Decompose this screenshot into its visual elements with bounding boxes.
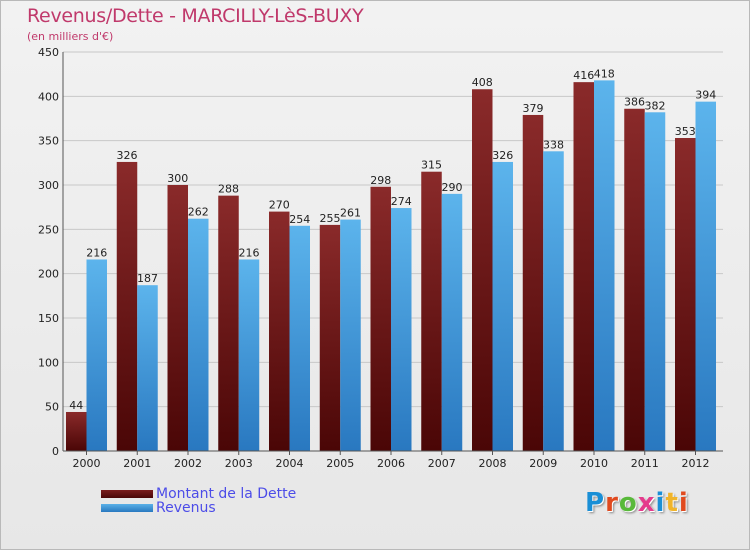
- y-tick-label: 50: [45, 401, 59, 414]
- data-label: 254: [289, 213, 310, 226]
- data-label: 353: [675, 125, 696, 138]
- bar-dette: [624, 108, 645, 451]
- logo-letter: i: [655, 488, 666, 518]
- bar-revenus: [492, 161, 513, 452]
- data-label: 379: [523, 102, 544, 115]
- x-tick-label: 2006: [377, 457, 405, 470]
- data-label: 298: [370, 174, 391, 187]
- bar-dette: [319, 224, 341, 451]
- y-tick-label: 400: [38, 90, 59, 103]
- logo-letter: r: [605, 488, 619, 518]
- bar-dette: [472, 89, 493, 452]
- bar-revenus: [695, 101, 716, 452]
- data-label: 326: [117, 149, 138, 162]
- axes: 0 50 100 150 200 250 300 350 400 450 2000 2001 2002 2…: [38, 46, 723, 470]
- logo-letter: P: [585, 488, 606, 518]
- x-tick-label: 2001: [123, 457, 151, 470]
- bar-dette: [573, 82, 594, 451]
- data-label: 288: [218, 183, 239, 196]
- x-tick-label: 2000: [73, 457, 101, 470]
- chart-title: Revenus/Dette - MARCILLY-LèS-BUXY: [27, 5, 364, 27]
- legend-label-dette: Montant de la Dette: [156, 486, 297, 502]
- bar-dette: [116, 161, 138, 452]
- bar-revenus: [238, 259, 260, 451]
- data-label: 216: [239, 246, 260, 259]
- bar-revenus: [289, 225, 310, 451]
- data-label: 290: [442, 181, 463, 194]
- y-tick-label: 150: [38, 312, 59, 325]
- x-tick-label: 2012: [682, 457, 710, 470]
- y-tick-label: 350: [38, 135, 59, 148]
- x-tick-label: 2008: [479, 457, 507, 470]
- data-label: 270: [269, 199, 290, 212]
- data-label: 326: [492, 149, 513, 162]
- bar-revenus: [86, 259, 107, 451]
- bar-revenus: [594, 80, 615, 451]
- bar-dette: [218, 195, 239, 451]
- bar-revenus: [137, 285, 158, 451]
- data-label: 262: [188, 206, 209, 219]
- data-label: 44: [69, 399, 83, 412]
- data-label: 408: [472, 76, 493, 89]
- logo-letter: i: [678, 488, 689, 518]
- bar-revenus: [543, 151, 564, 451]
- bar-dette: [522, 114, 544, 451]
- x-tick-label: 2010: [580, 457, 608, 470]
- bar-dette: [370, 186, 391, 452]
- data-label: 315: [421, 159, 442, 172]
- bar-dette: [167, 185, 188, 451]
- y-tick-label: 450: [38, 46, 59, 59]
- bar-dette: [421, 171, 442, 451]
- bar-revenus: [644, 112, 666, 451]
- data-label: 300: [167, 172, 188, 185]
- data-label: 386: [624, 96, 645, 109]
- x-tick-label: 2005: [326, 457, 354, 470]
- legend-label-revenus: Revenus: [156, 500, 216, 516]
- logo-letter: x: [637, 488, 656, 518]
- logo-letter: o: [618, 488, 638, 518]
- data-label: 382: [645, 99, 666, 112]
- data-label: 338: [543, 138, 564, 151]
- y-tick-label: 300: [38, 179, 59, 192]
- data-label: 261: [340, 207, 361, 220]
- x-tick-label: 2002: [174, 457, 202, 470]
- bar-dette: [269, 211, 290, 451]
- data-label: 394: [695, 89, 716, 102]
- x-tick-label: 2009: [529, 457, 557, 470]
- x-tick-label: 2004: [276, 457, 304, 470]
- data-label: 255: [320, 212, 341, 225]
- legend-swatch-revenus: [101, 504, 153, 512]
- data-label: 418: [594, 67, 615, 80]
- x-tick-label: 2003: [225, 457, 253, 470]
- bar-revenus: [391, 208, 412, 451]
- bar-revenus: [441, 193, 463, 451]
- bar-revenus: [340, 219, 361, 451]
- proxiti-logo: Proxiti: [585, 488, 689, 518]
- data-label: 216: [86, 246, 107, 259]
- chart-subtitle: (en milliers d'€): [27, 30, 114, 43]
- bar-dette: [675, 138, 696, 452]
- data-label: 187: [137, 272, 158, 285]
- x-tick-label: 2011: [631, 457, 659, 470]
- bar-revenus: [188, 218, 209, 451]
- logo-letter: t: [665, 488, 679, 518]
- data-label: 416: [573, 69, 594, 82]
- y-tick-label: 0: [52, 445, 59, 458]
- x-tick-label: 2007: [428, 457, 456, 470]
- bar-dette: [66, 411, 87, 451]
- bars: [66, 80, 716, 452]
- data-label: 274: [391, 195, 412, 208]
- y-tick-label: 100: [38, 356, 59, 369]
- legend-swatch-dette: [101, 490, 153, 498]
- y-tick-label: 200: [38, 268, 59, 281]
- y-tick-label: 250: [38, 223, 59, 236]
